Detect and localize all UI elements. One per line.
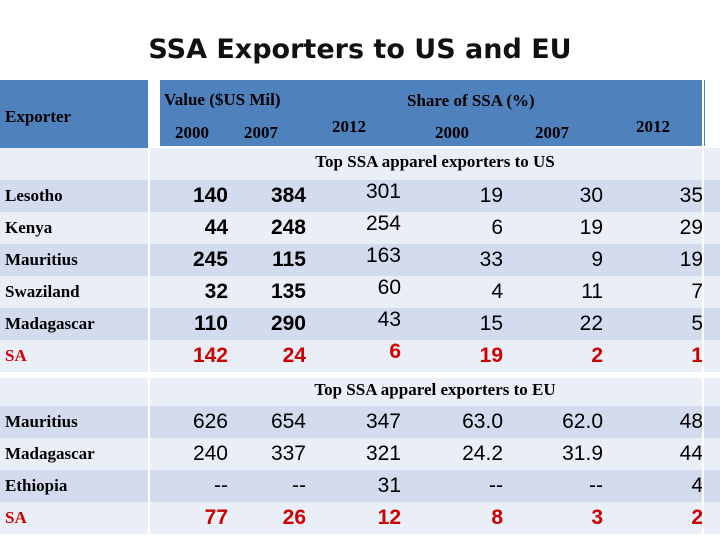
table-cell: 135 bbox=[270, 280, 306, 303]
header-share-group: Share of SSA (%) bbox=[407, 91, 535, 110]
table-cell: 321 bbox=[365, 442, 401, 465]
section-title: Top SSA apparel exporters to US bbox=[315, 152, 555, 171]
table-cell: 24 bbox=[282, 344, 306, 367]
table-cell: 626 bbox=[192, 410, 228, 433]
table-cell: 48 bbox=[679, 410, 703, 433]
table-cell: 6 bbox=[389, 340, 401, 363]
row-label: Lesotho bbox=[5, 186, 63, 205]
table-cell: 347 bbox=[365, 410, 401, 433]
table-cell: 3 bbox=[591, 506, 603, 529]
table-cell: -- bbox=[214, 474, 228, 497]
header-year-value-2012: 2012 bbox=[332, 117, 366, 136]
header-exporter: Exporter bbox=[5, 107, 72, 126]
table-cell: 301 bbox=[365, 180, 401, 203]
table-row bbox=[0, 340, 720, 372]
header-year-share-2000: 2000 bbox=[435, 123, 469, 142]
table-row bbox=[0, 212, 720, 244]
table-cell: 6 bbox=[491, 216, 503, 239]
table-cell: 8 bbox=[491, 506, 503, 529]
table-cell: 254 bbox=[365, 212, 401, 235]
header-year-value-2000: 2000 bbox=[175, 123, 209, 142]
table-cell: 31.9 bbox=[562, 442, 603, 465]
table-row bbox=[0, 308, 720, 340]
section-title: Top SSA apparel exporters to EU bbox=[314, 380, 556, 399]
table-row bbox=[0, 180, 720, 212]
table-cell: 654 bbox=[270, 410, 306, 433]
table-cell: -- bbox=[589, 474, 603, 497]
table-cell: 248 bbox=[270, 216, 306, 239]
table-cell: 32 bbox=[204, 280, 228, 303]
table-cell: 337 bbox=[270, 442, 306, 465]
table-cell: 12 bbox=[377, 506, 401, 529]
table-cell: 11 bbox=[581, 280, 603, 303]
row-label: Swaziland bbox=[5, 282, 80, 301]
header-value-group: Value ($US Mil) bbox=[164, 90, 281, 109]
table-cell: 5 bbox=[691, 312, 703, 335]
table-row bbox=[0, 406, 720, 438]
column-divider bbox=[148, 80, 150, 540]
row-label: Kenya bbox=[5, 218, 53, 237]
table-cell: 19 bbox=[479, 184, 503, 207]
table-cell: -- bbox=[489, 474, 503, 497]
table-cell: 60 bbox=[377, 276, 401, 299]
row-label: SA bbox=[5, 508, 27, 527]
table-header-band bbox=[160, 80, 705, 146]
column-divider bbox=[702, 80, 704, 540]
table-cell: 163 bbox=[365, 244, 401, 267]
row-label: Mauritius bbox=[5, 250, 78, 269]
row-label: SA bbox=[5, 346, 27, 365]
table-cell: 35 bbox=[679, 184, 703, 207]
row-label: Ethiopia bbox=[5, 476, 68, 495]
table-cell: 15 bbox=[479, 312, 503, 335]
table-cell: 4 bbox=[691, 474, 703, 497]
table-cell: 63.0 bbox=[462, 410, 503, 433]
table-cell: 22 bbox=[579, 312, 603, 335]
row-label: Madagascar bbox=[5, 444, 95, 463]
table-row bbox=[0, 470, 720, 502]
table-cell: 110 bbox=[194, 312, 228, 335]
row-background bbox=[0, 378, 720, 406]
table-cell: 2 bbox=[691, 506, 703, 529]
row-label: Mauritius bbox=[5, 412, 78, 431]
header-year-share-2007: 2007 bbox=[535, 123, 569, 142]
table-cell: 44 bbox=[204, 216, 228, 239]
table-cell: 19 bbox=[679, 248, 703, 271]
page-title: SSA Exporters to US and EU bbox=[148, 34, 572, 65]
table-cell: 240 bbox=[192, 442, 228, 465]
header-year-value-2007: 2007 bbox=[244, 123, 278, 142]
table-cell: 30 bbox=[579, 184, 603, 207]
table-row bbox=[0, 276, 720, 308]
table-cell: 384 bbox=[270, 184, 306, 207]
table-cell: 290 bbox=[270, 312, 306, 335]
table-cell: 140 bbox=[192, 184, 228, 207]
table-cell: 19 bbox=[479, 344, 503, 367]
row-label: Madagascar bbox=[5, 314, 95, 333]
table-cell: 4 bbox=[491, 280, 503, 303]
table-header-exporter-cell bbox=[0, 80, 148, 148]
table-cell: 24.2 bbox=[462, 442, 503, 465]
table-cell: 29 bbox=[679, 216, 703, 239]
table-cell: 245 bbox=[192, 248, 228, 271]
table-cell: 44 bbox=[679, 442, 703, 465]
table-cell: -- bbox=[292, 474, 306, 497]
table-cell: 2 bbox=[591, 344, 603, 367]
table-cell: 26 bbox=[282, 506, 306, 529]
table-cell: 7 bbox=[691, 280, 703, 303]
table-row bbox=[0, 244, 720, 276]
table-cell: 1 bbox=[691, 344, 703, 367]
table-cell: 115 bbox=[272, 248, 306, 271]
table-cell: 33 bbox=[479, 248, 503, 271]
table-cell: 31 bbox=[377, 474, 401, 497]
table-row bbox=[0, 438, 720, 470]
table-cell: 19 bbox=[579, 216, 603, 239]
header-year-share-2012: 2012 bbox=[636, 117, 670, 136]
table-cell: 142 bbox=[192, 344, 228, 367]
table-cell: 43 bbox=[377, 308, 401, 331]
table-row bbox=[0, 502, 720, 534]
row-background bbox=[0, 148, 720, 180]
table-cell: 62.0 bbox=[562, 410, 603, 433]
table-cell: 9 bbox=[591, 248, 603, 271]
table-cell: 77 bbox=[204, 506, 228, 529]
